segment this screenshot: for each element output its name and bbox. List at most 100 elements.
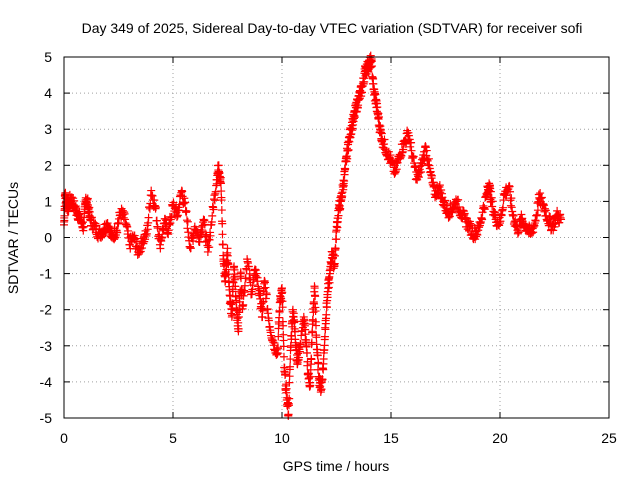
- data-point-interp: [290, 317, 299, 326]
- y-tick-labels: 5 4 3 2 1 0 -1 -2 -3 -4 -5: [40, 49, 53, 426]
- data-point-interp: [285, 394, 294, 403]
- x-tick-label: 25: [601, 430, 617, 446]
- data-point-interp: [336, 204, 345, 213]
- data-point-interp: [217, 196, 226, 205]
- data-point: [341, 164, 350, 173]
- data-point-interp: [325, 278, 334, 287]
- data-point-interp: [279, 342, 288, 351]
- data-point-interp: [360, 77, 369, 86]
- data-point-interp: [540, 204, 549, 213]
- data-point-interp: [282, 384, 291, 393]
- data-point-interp: [312, 333, 321, 342]
- data-point-interp: [218, 240, 227, 249]
- data-point-interp: [334, 211, 343, 220]
- data-point: [208, 211, 217, 220]
- data-point: [251, 265, 260, 274]
- data-point-interp: [344, 145, 353, 154]
- data-point-interp: [278, 288, 287, 297]
- data-point-interp: [205, 235, 214, 244]
- data-point-interp: [506, 187, 515, 196]
- data-point: [284, 410, 293, 419]
- data-point-interp: [262, 290, 271, 299]
- x-tick-labels: 0 5 10 15 20 25: [60, 430, 617, 446]
- data-point-interp: [487, 193, 496, 202]
- data-point-interp: [186, 244, 195, 253]
- data-point-interp: [156, 244, 165, 253]
- data-point-interp: [279, 352, 288, 361]
- data-point-interp: [478, 215, 487, 224]
- data-point-interp: [488, 197, 497, 206]
- data-point-interp: [422, 146, 431, 155]
- y-tick-label: -3: [40, 338, 53, 354]
- data-point-interp: [286, 343, 295, 352]
- data-point-interp: [357, 92, 366, 101]
- data-point-interp: [209, 205, 218, 214]
- data-point-interp: [233, 306, 242, 315]
- data-point-interp: [239, 300, 248, 309]
- data-point-interp: [454, 195, 463, 204]
- data-point-interp: [144, 213, 153, 222]
- data-point-interp: [287, 331, 296, 340]
- y-tick-label: 0: [44, 230, 52, 246]
- data-point-interp: [303, 349, 312, 358]
- data-point-interp: [507, 194, 516, 203]
- data-point-interp: [79, 222, 88, 231]
- y-tick-label: 3: [44, 121, 52, 137]
- data-point-interp: [380, 135, 389, 144]
- y-axis-label: SDTVAR / TECUs: [5, 182, 21, 294]
- data-point-interp: [437, 185, 446, 194]
- data-point-interp: [322, 310, 331, 319]
- x-tick-label: 20: [492, 430, 508, 446]
- data-point-interp: [284, 401, 293, 410]
- data-point-interp: [240, 281, 249, 290]
- data-point-interp: [307, 338, 316, 347]
- data-point-interp: [537, 193, 546, 202]
- data-point-interp: [536, 189, 545, 198]
- data-point-interp: [499, 203, 508, 212]
- data-point-interp: [151, 203, 160, 212]
- data-point-interp: [324, 283, 333, 292]
- data-point-interp: [158, 233, 167, 242]
- data-point-interp: [123, 222, 132, 231]
- data-point-interp: [136, 247, 145, 256]
- data-point-interp: [368, 62, 377, 71]
- data-point-interp: [313, 351, 322, 360]
- data-point-interp: [230, 275, 239, 284]
- y-tick-label: -4: [40, 374, 53, 390]
- data-point-interp: [317, 385, 326, 394]
- data-point-interp: [301, 330, 310, 339]
- data-point-interp: [124, 226, 133, 235]
- data-point-interp: [486, 187, 495, 196]
- data-point: [306, 381, 315, 390]
- data-point-interp: [311, 307, 320, 316]
- data-point: [216, 179, 225, 188]
- data-point-interp: [424, 154, 433, 163]
- data-point: [557, 215, 566, 224]
- data-point-interp: [253, 273, 262, 282]
- data-point-interp: [295, 347, 304, 356]
- data-point-interp: [244, 262, 253, 271]
- data-point: [142, 229, 151, 238]
- data-point-interp: [312, 321, 321, 330]
- x-tick-label: 0: [60, 430, 68, 446]
- data-point-interp: [509, 211, 518, 220]
- data-point-interp: [295, 353, 304, 362]
- data-point-interp: [466, 219, 475, 228]
- data-point-interp: [343, 154, 352, 163]
- data-point-interp: [181, 198, 190, 207]
- data-point-interp: [110, 235, 119, 244]
- data-point-interp: [332, 235, 341, 244]
- data-point-interp: [218, 230, 227, 239]
- data-point-interp: [75, 207, 84, 216]
- data-point-interp: [261, 283, 270, 292]
- data-point-interp: [279, 321, 288, 330]
- data-point-interp: [183, 217, 192, 226]
- data-point-interp: [308, 327, 317, 336]
- data-point-interp: [72, 204, 81, 213]
- data-point-interp: [375, 113, 384, 122]
- data-point-interp: [233, 314, 242, 323]
- data-point-interp: [141, 235, 150, 244]
- data-point-interp: [324, 284, 333, 293]
- data-point-interp: [270, 339, 279, 348]
